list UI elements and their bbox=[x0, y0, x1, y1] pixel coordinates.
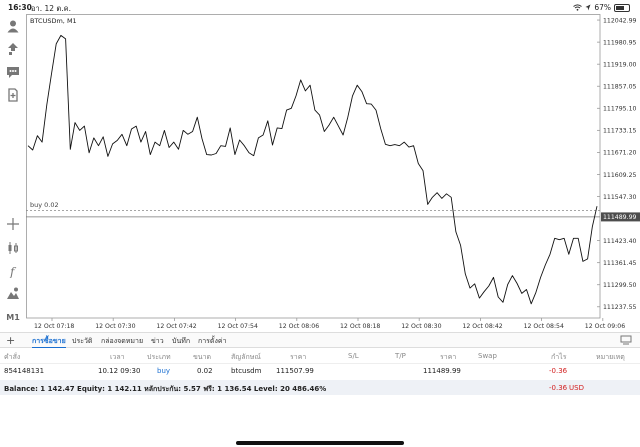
price-chart[interactable]: 112042.99 111980.95 111919.00 111857.05 1117… bbox=[26, 14, 640, 332]
time-tick-label: 12 Oct 07:42 bbox=[156, 323, 196, 330]
balance-bar: Balance: 1 142.47 Equity: 1 142.11 หลักป… bbox=[0, 380, 640, 395]
price-tick-label: 111857.05 bbox=[603, 84, 637, 91]
price-tick-label: 111489.99 bbox=[603, 214, 637, 221]
status-right: 67% bbox=[573, 3, 630, 12]
chat-icon[interactable] bbox=[4, 63, 22, 81]
trade-panel-icon[interactable] bbox=[620, 335, 632, 345]
col-sl: S/L bbox=[348, 352, 359, 360]
col-profit: กำไร bbox=[551, 353, 567, 361]
tab-journal[interactable]: บันทึก bbox=[172, 337, 191, 345]
timeframe-button[interactable]: M1 bbox=[6, 312, 20, 322]
add-icon[interactable]: + bbox=[6, 334, 16, 347]
price-axis: 112042.99 111980.95 111919.00 111857.05 1117… bbox=[601, 17, 640, 311]
price-tick-label: 111299.50 bbox=[603, 282, 637, 289]
col-symbol: สัญลักษณ์ bbox=[231, 353, 261, 361]
account-icon[interactable] bbox=[4, 17, 22, 35]
col-current-price: ราคา bbox=[440, 353, 457, 361]
left-toolbar: f M1 bbox=[0, 14, 26, 332]
chart-type-icon[interactable] bbox=[4, 239, 22, 257]
price-tick-label: 111919.00 bbox=[603, 61, 637, 68]
wifi-icon bbox=[573, 4, 583, 11]
status-date: อา. 12 ต.ค. bbox=[31, 4, 72, 13]
col-order: คำสั่ง bbox=[4, 353, 21, 361]
order-profit: -0.36 bbox=[549, 367, 568, 375]
col-comment: หมายเหตุ bbox=[596, 353, 625, 361]
order-current-price: 111489.99 bbox=[423, 367, 461, 375]
tab-mailbox[interactable]: กล่องจดหมาย bbox=[101, 337, 144, 345]
col-price: ราคา bbox=[290, 353, 307, 361]
plot-frame bbox=[26, 14, 601, 319]
col-swap: Swap bbox=[478, 352, 497, 360]
battery-icon bbox=[614, 3, 630, 12]
time-axis: 12 Oct 07:18 12 Oct 07:30 12 Oct 07:42 12 O… bbox=[34, 323, 625, 330]
chart-canvas: 112042.99 111980.95 111919.00 111857.05 1117… bbox=[26, 14, 640, 330]
order-symbol: btcusdm bbox=[231, 367, 262, 375]
price-tick-label: 111671.20 bbox=[603, 150, 637, 157]
tab-trade[interactable]: การซื้อขาย bbox=[32, 336, 66, 348]
table-row[interactable]: 854148131 10.12 09:30 buy 0.02 btcusdm 1… bbox=[0, 364, 640, 381]
price-series bbox=[27, 34, 598, 305]
col-tp: T/P bbox=[395, 352, 406, 360]
orders-table-header: คำสั่ง เวลา ประเภท ขนาด สัญลักษณ์ ราคา S… bbox=[0, 349, 640, 364]
order-price: 111507.99 bbox=[276, 367, 314, 375]
time-tick-label: 12 Oct 07:30 bbox=[95, 323, 135, 330]
order-type: buy bbox=[157, 367, 171, 375]
price-tick-label: 111980.95 bbox=[603, 39, 637, 46]
price-tick-label: 111547.30 bbox=[603, 194, 637, 201]
tab-settings[interactable]: การตั้งค่า bbox=[198, 337, 227, 345]
tab-news[interactable]: ข่าว bbox=[151, 337, 164, 345]
order-id: 854148131 bbox=[4, 367, 45, 375]
price-tick-label: 112042.99 bbox=[603, 17, 637, 24]
terminal-tabs: + การซื้อขาย ประวัติ กล่องจดหมาย ข่าว บั… bbox=[0, 332, 640, 348]
price-tick-label: 111361.45 bbox=[603, 260, 637, 267]
price-tick-label: 111423.40 bbox=[603, 238, 637, 245]
order-line-label: buy 0.02 bbox=[30, 201, 59, 209]
time-tick-label: 12 Oct 08:42 bbox=[462, 323, 502, 330]
status-bar: 16:30 อา. 12 ต.ค. 67% bbox=[0, 0, 640, 14]
price-tick-label: 111609.25 bbox=[603, 172, 637, 179]
tab-history[interactable]: ประวัติ bbox=[72, 337, 93, 345]
location-icon bbox=[585, 4, 591, 11]
time-tick-label: 12 Oct 08:18 bbox=[340, 323, 380, 330]
balance-summary: Balance: 1 142.47 Equity: 1 142.11 หลักป… bbox=[4, 385, 327, 393]
time-tick-label: 12 Oct 08:54 bbox=[524, 323, 564, 330]
order-size: 0.02 bbox=[197, 367, 213, 375]
time-tick-label: 12 Oct 08:30 bbox=[401, 323, 441, 330]
price-tick-label: 111733.15 bbox=[603, 128, 637, 135]
col-type: ประเภท bbox=[147, 353, 171, 361]
objects-icon[interactable] bbox=[4, 284, 22, 302]
svg-text:f: f bbox=[9, 265, 17, 278]
time-tick-label: 12 Oct 07:18 bbox=[34, 323, 74, 330]
col-size: ขนาด bbox=[193, 353, 212, 361]
status-time: 16:30 bbox=[8, 3, 32, 12]
time-tick-label: 12 Oct 09:06 bbox=[585, 323, 625, 330]
symbol-label: BTCUSDm, M1 bbox=[30, 17, 77, 25]
price-line bbox=[27, 34, 598, 305]
chart-grid bbox=[26, 14, 604, 321]
price-tick-label: 111795.10 bbox=[603, 106, 637, 113]
total-profit: -0.36 bbox=[549, 384, 568, 392]
price-tick-label: 111237.55 bbox=[603, 304, 637, 311]
time-tick-label: 12 Oct 07:54 bbox=[218, 323, 258, 330]
col-time: เวลา bbox=[110, 353, 125, 361]
trade-arrows-icon[interactable] bbox=[4, 40, 22, 58]
profit-currency: USD bbox=[569, 384, 584, 392]
time-tick-label: 12 Oct 08:06 bbox=[279, 323, 319, 330]
indicators-icon[interactable]: f bbox=[4, 262, 22, 280]
battery-percent: 67% bbox=[594, 3, 611, 12]
home-indicator[interactable] bbox=[236, 441, 404, 445]
new-order-icon[interactable] bbox=[4, 86, 22, 104]
crosshair-icon[interactable] bbox=[4, 215, 22, 233]
order-time: 10.12 09:30 bbox=[98, 367, 141, 375]
current-price-box bbox=[601, 212, 640, 222]
